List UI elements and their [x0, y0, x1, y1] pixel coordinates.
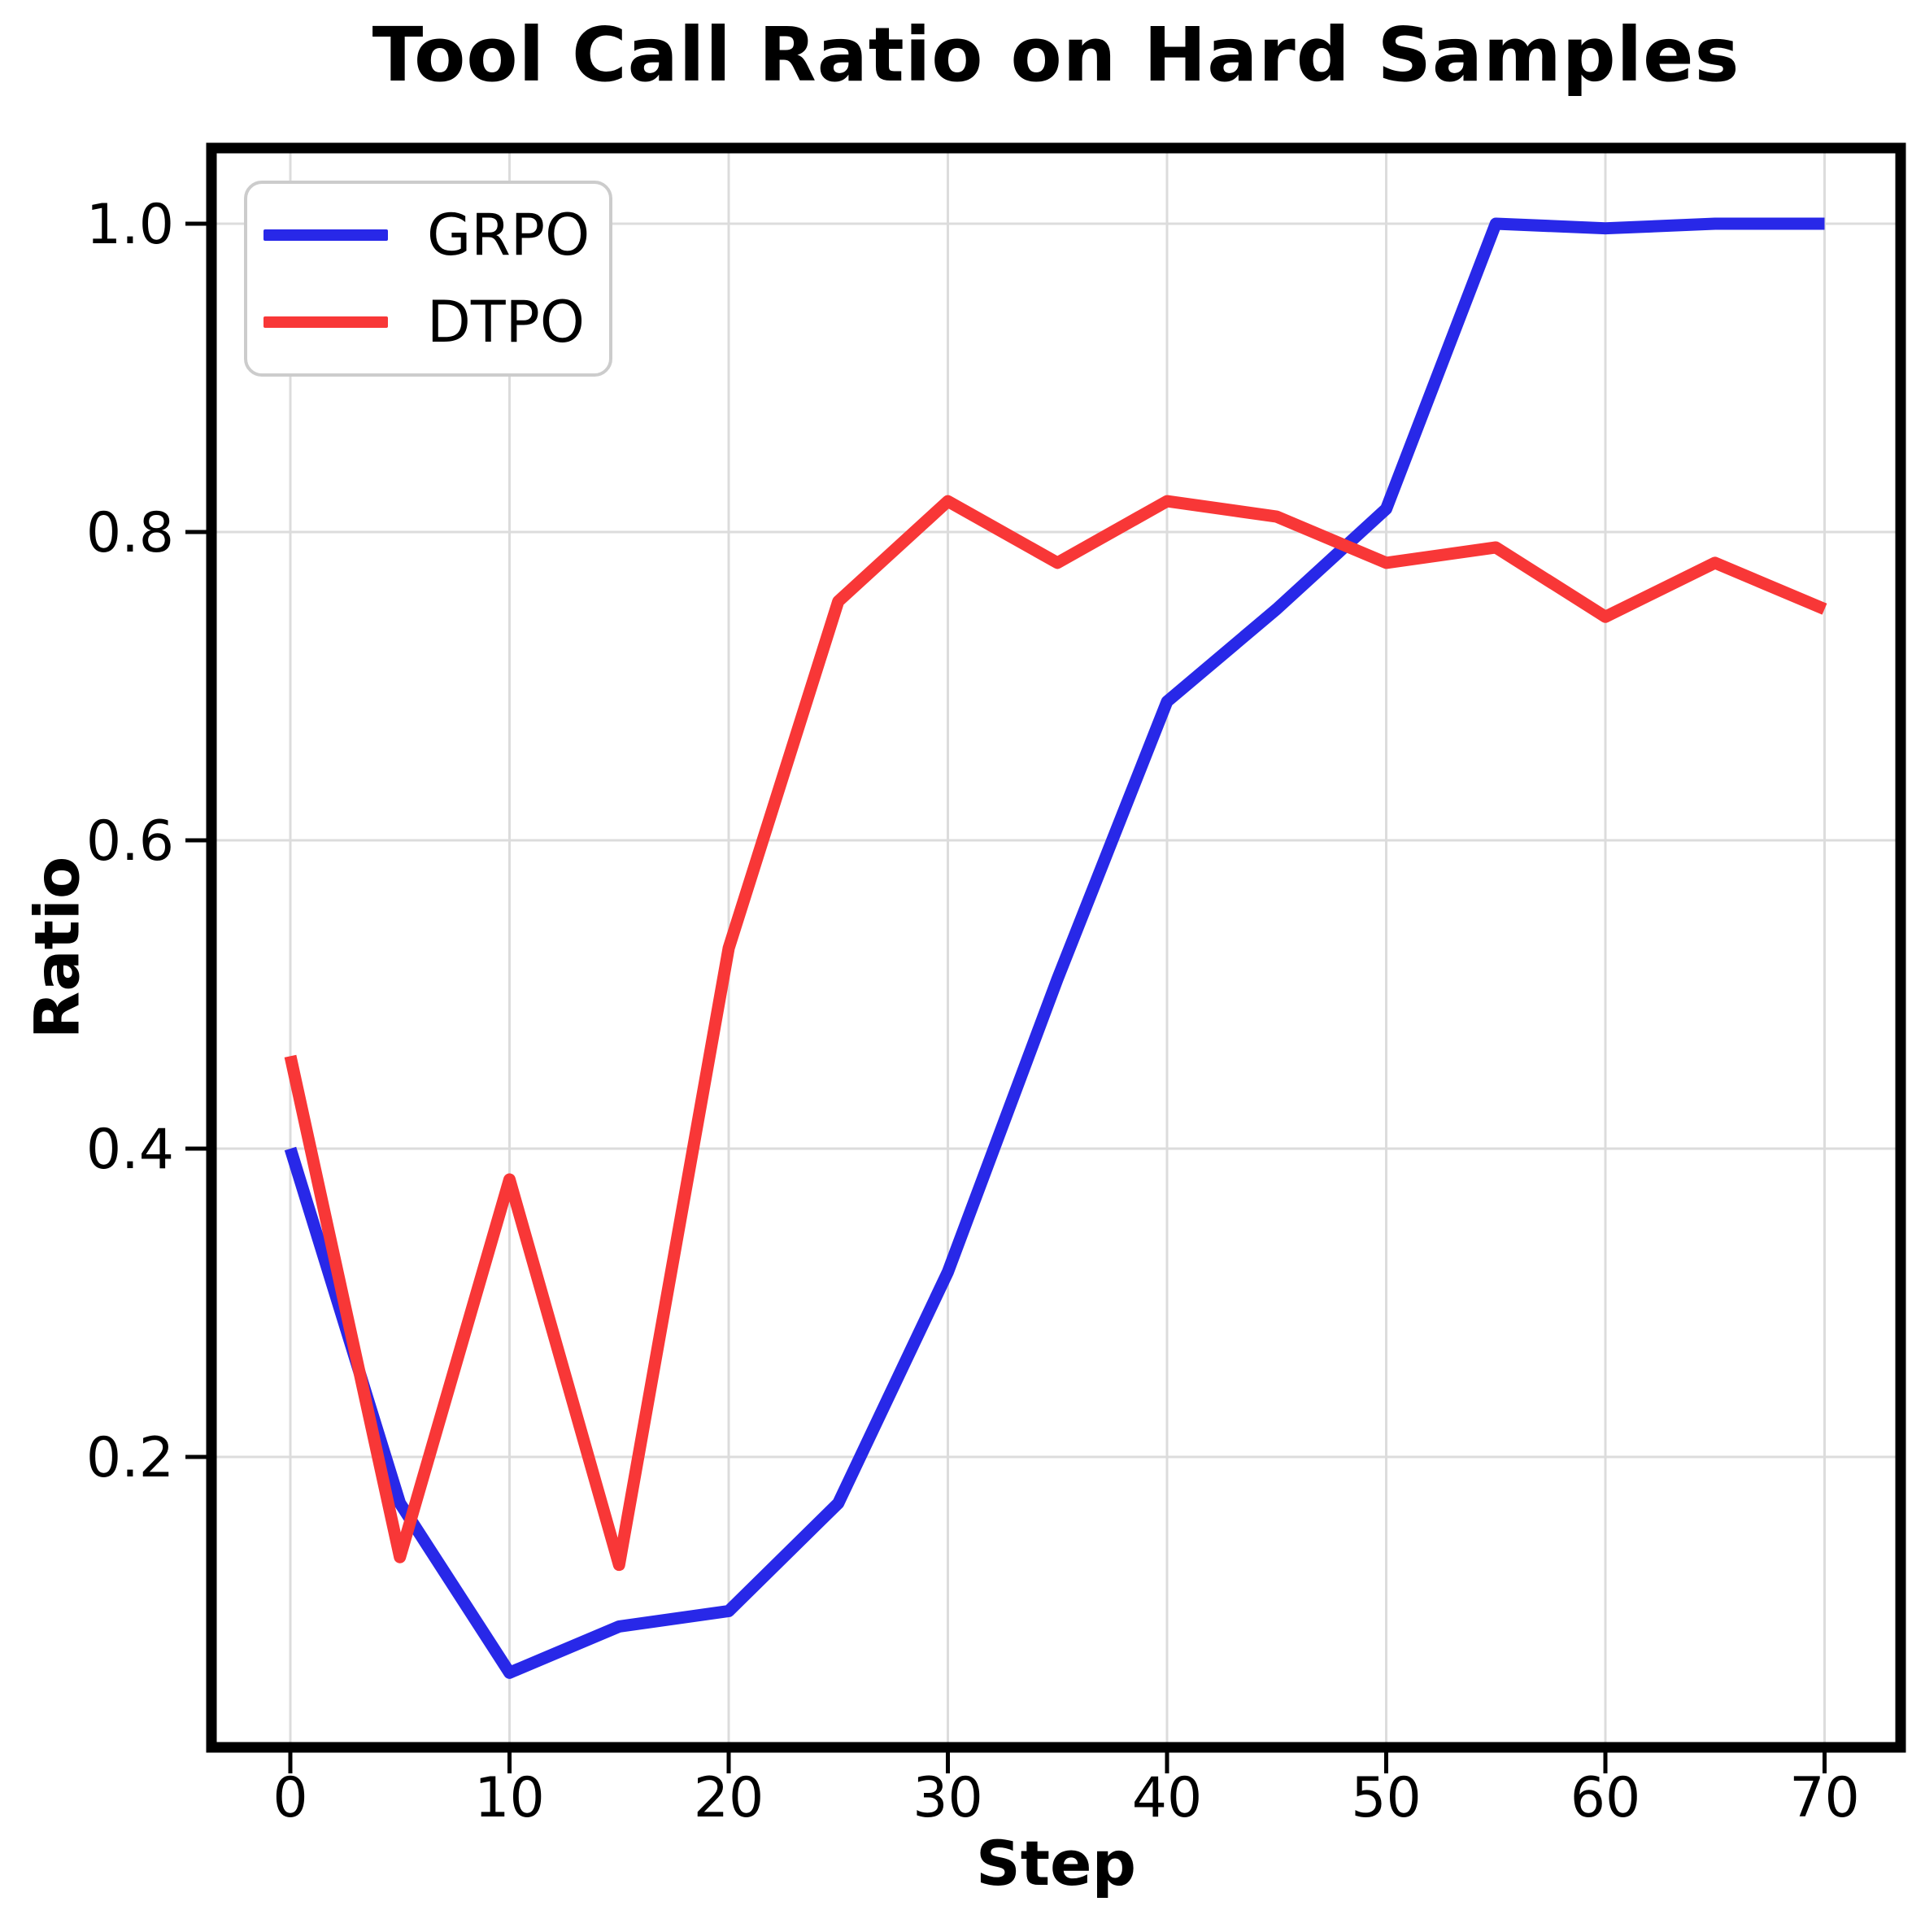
- x-axis-label: Step: [975, 1827, 1136, 1899]
- svg-text:0.4: 0.4: [86, 1118, 174, 1182]
- svg-text:50: 50: [1351, 1766, 1422, 1830]
- grpo-line-swatch: [263, 229, 388, 242]
- y-axis-label: Ratio: [20, 856, 94, 1040]
- svg-text:0.2: 0.2: [86, 1426, 174, 1490]
- legend-label-grpo: GRPO: [427, 202, 590, 269]
- svg-text:60: 60: [1570, 1766, 1641, 1830]
- svg-text:1.0: 1.0: [86, 193, 174, 257]
- svg-text:40: 40: [1132, 1766, 1203, 1830]
- svg-text:70: 70: [1789, 1766, 1860, 1830]
- svg-text:20: 20: [694, 1766, 764, 1830]
- svg-text:0: 0: [272, 1766, 307, 1830]
- chart-title: Tool Call Ratio on Hard Samples: [372, 11, 1740, 98]
- svg-text:10: 10: [474, 1766, 545, 1830]
- svg-text:30: 30: [912, 1766, 983, 1830]
- svg-text:0.6: 0.6: [86, 809, 174, 874]
- legend-label-dtpo: DTPO: [427, 288, 585, 355]
- dtpo-line-swatch: [263, 316, 388, 328]
- legend: GRPO DTPO: [244, 181, 612, 377]
- legend-entry-grpo: GRPO: [263, 207, 609, 264]
- svg-text:0.8: 0.8: [86, 501, 174, 565]
- legend-entry-dtpo: DTPO: [263, 294, 609, 351]
